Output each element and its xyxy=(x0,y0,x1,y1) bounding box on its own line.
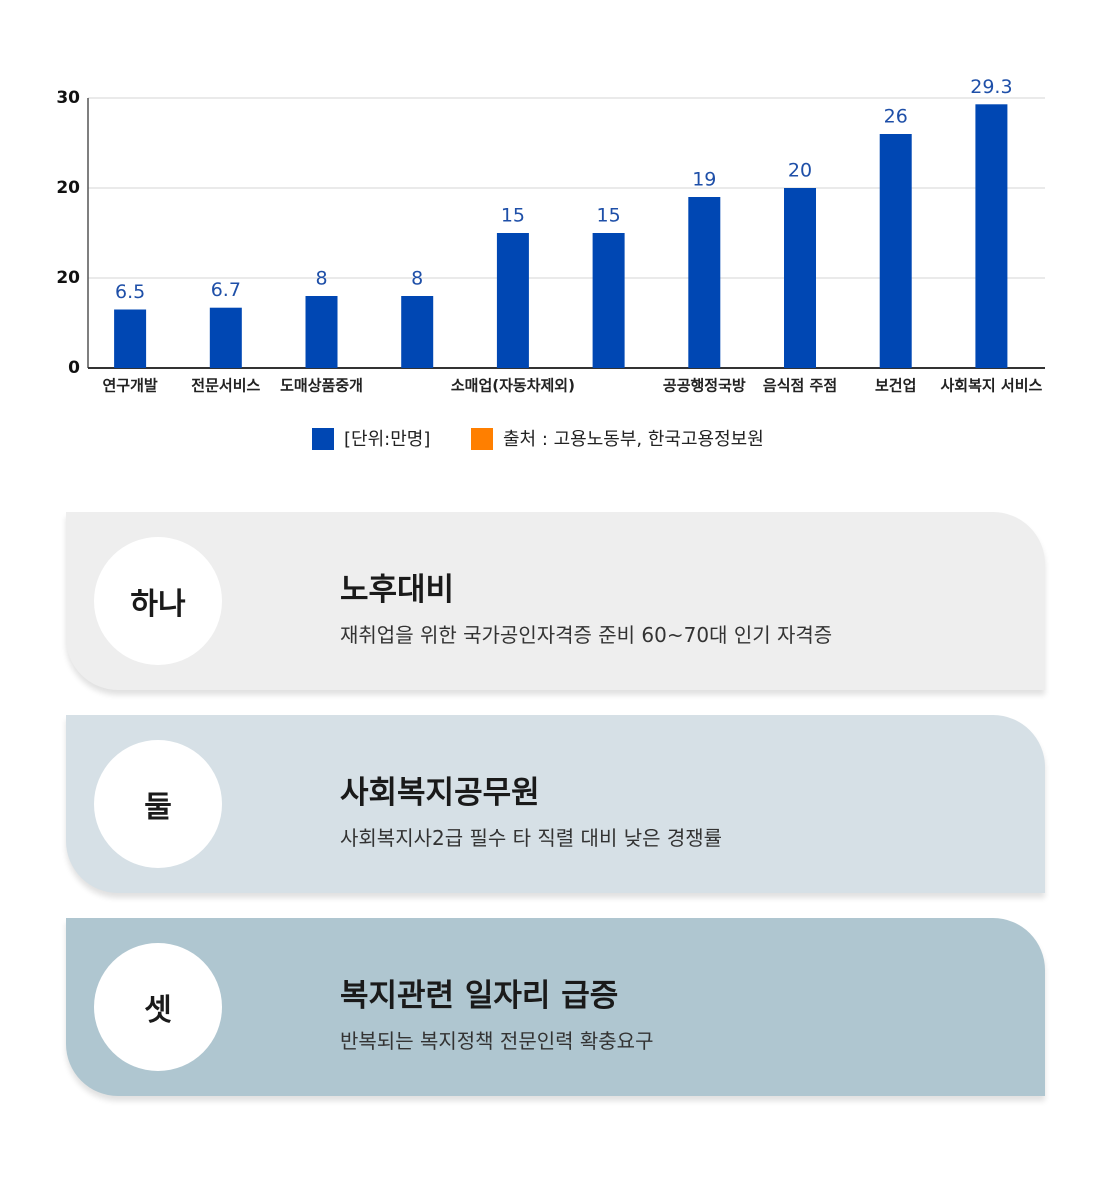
card-badge: 둘 xyxy=(94,740,222,868)
value-label: 19 xyxy=(692,169,716,191)
value-label: 29.3 xyxy=(970,76,1012,98)
value-label: 6.7 xyxy=(211,279,241,301)
legend-label: [단위:만명] xyxy=(344,429,430,450)
bar xyxy=(401,296,434,368)
bar xyxy=(975,104,1008,369)
x-tick-label: 도매상품중개 xyxy=(280,377,363,395)
bar xyxy=(305,296,338,368)
card-badge: 하나 xyxy=(94,537,222,665)
x-tick-label: 소매업(자동차제외) xyxy=(451,377,575,395)
x-tick-label: 음식점 주점 xyxy=(763,377,837,395)
x-tick-label: 보건업 xyxy=(875,377,916,395)
chart: 0 20 20 30 연구개발 6.5 전문서비스 6.7 도매상품중개 8 8 소매업(자동차제외)… xyxy=(56,76,1045,450)
card-text: 반복되는 복지정책 전문인력 확충요구 xyxy=(340,1029,654,1053)
legend-swatch xyxy=(312,428,334,450)
card-title: 복지관련 일자리 급증 xyxy=(340,978,619,1014)
value-label: 6.5 xyxy=(115,281,145,303)
card-text: 사회복지사2급 필수 타 직렬 대비 낮은 경쟁률 xyxy=(340,826,723,850)
value-label: 15 xyxy=(501,205,525,227)
value-label: 8 xyxy=(411,268,423,290)
card-title: 사회복지공무원 xyxy=(340,775,540,811)
value-label: 26 xyxy=(884,106,908,128)
value-label: 8 xyxy=(315,268,327,290)
bar xyxy=(496,233,529,368)
value-label: 20 xyxy=(788,160,812,182)
y-tick-label: 30 xyxy=(56,88,80,108)
legend-swatch xyxy=(471,428,493,450)
bar xyxy=(879,134,912,368)
card-title: 노후대비 xyxy=(340,572,455,608)
bar xyxy=(592,233,625,368)
bar xyxy=(209,307,242,368)
x-tick-label: 공공행정국방 xyxy=(663,377,746,395)
value-label: 15 xyxy=(597,205,621,227)
x-tick-label: 연구개발 xyxy=(103,377,158,395)
card-text: 재취업을 위한 국가공인자격증 준비 60~70대 인기 자격증 xyxy=(340,623,833,647)
legend-label: 출처 : 고용노동부, 한국고용정보원 xyxy=(503,429,764,450)
x-tick-label: 전문서비스 xyxy=(191,377,260,395)
y-tick-label: 0 xyxy=(68,358,80,378)
bar xyxy=(784,188,817,368)
y-tick-label: 20 xyxy=(56,178,80,198)
x-tick-label: 사회복지 서비스 xyxy=(940,377,1042,395)
bar xyxy=(114,309,147,368)
card-badge: 셋 xyxy=(94,943,222,1071)
y-tick-label: 20 xyxy=(56,268,80,288)
bar xyxy=(688,197,721,368)
